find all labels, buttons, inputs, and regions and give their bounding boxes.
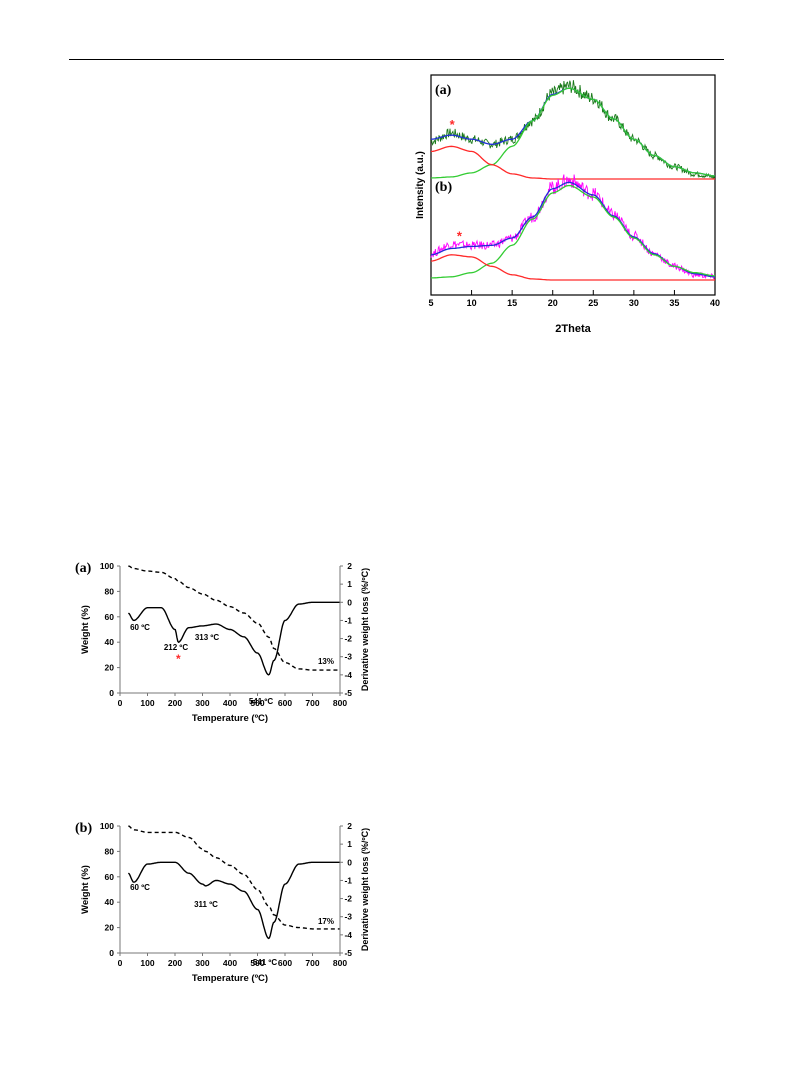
- xrd-x-tick-label: 15: [507, 298, 517, 308]
- tga-a-annotation: 313 ºC: [195, 633, 219, 642]
- xrd-panel-b-label: (b): [435, 180, 452, 195]
- xrd-peak-marker-b: *: [457, 229, 463, 244]
- tga-x-tick-label: 300: [195, 698, 209, 708]
- tga-b-annotation: 17%: [318, 917, 334, 926]
- tga-x-tick-label: 400: [223, 698, 237, 708]
- xrd-a-low-peak-line: [430, 145, 715, 180]
- tga-a-annotation: 541 ºC: [249, 697, 273, 706]
- tga-left-tick-label: 80: [105, 846, 115, 856]
- tga-x-tick-label: 500: [250, 698, 264, 708]
- tga-x-tick-label: 500: [250, 958, 264, 968]
- xrd-figure: (a) (b) * * Intensity (a.u.) 5 10 15 20 25 30…: [412, 70, 728, 336]
- xrd-b-high-peak-line: [431, 184, 716, 279]
- xrd-b-low-peak-line: [430, 254, 715, 281]
- tga-left-axis-label: Weight (%): [80, 605, 91, 654]
- tga-right-tick-label: -4: [344, 930, 352, 940]
- tga-right-axis-label: Derivative weight loss (%/ºC): [360, 828, 370, 951]
- xrd-x-tick-label: 25: [588, 298, 598, 308]
- tga-right-tick-label: -1: [344, 875, 352, 885]
- tga-x-tick-label: 600: [278, 958, 292, 968]
- tga-left-tick-label: 60: [105, 612, 115, 622]
- xrd-x-tick-label: 20: [548, 298, 558, 308]
- tga-x-axis-label: Temperature (ºC): [192, 713, 268, 724]
- tga-panel-a-label: (a): [75, 561, 92, 576]
- tga-left-tick-label: 40: [105, 897, 115, 907]
- tga-x-tick-label: 200: [168, 698, 182, 708]
- tga-b-axes: [119, 826, 341, 954]
- tga-right-tick-label: -1: [344, 615, 352, 625]
- tga-left-tick-label: 60: [105, 872, 115, 882]
- xrd-x-tick-label: 5: [428, 298, 433, 308]
- tga-a-peak-marker: *: [176, 652, 181, 666]
- tga-right-tick-label: -2: [344, 894, 352, 904]
- tga-x-tick-label: 600: [278, 698, 292, 708]
- tga-right-tick-label: 2: [347, 561, 352, 571]
- tga-figure-a: (a) 0 20 40 60 80 100 -5 -4 -3 -2 -1 0 1 2 0 100 200 300 40…: [72, 556, 392, 811]
- tga-panel-b-label: (b): [75, 821, 92, 836]
- tga-x-tick-label: 100: [140, 958, 154, 968]
- xrd-a-high-peak-line: [430, 87, 716, 179]
- tga-x-tick-label: 100: [140, 698, 154, 708]
- xrd-a-data-line: [430, 80, 715, 180]
- tga-left-tick-label: 20: [105, 923, 115, 933]
- xrd-a-fit-line: [430, 87, 716, 177]
- tga-left-tick-label: 20: [105, 663, 115, 673]
- tga-x-tick-label: 800: [333, 958, 347, 968]
- xrd-y-axis-label: Intensity (a.u.): [415, 151, 426, 219]
- xrd-x-tick-label: 30: [629, 298, 639, 308]
- tga-left-axis-label: Weight (%): [80, 865, 91, 914]
- tga-left-tick-label: 0: [109, 948, 114, 958]
- xrd-x-tick-label: 40: [710, 298, 720, 308]
- tga-right-tick-label: -3: [344, 652, 352, 662]
- tga-right-tick-label: -5: [344, 948, 352, 958]
- tga-right-tick-label: -5: [344, 688, 352, 698]
- xrd-chart: (a) (b) * * Intensity (a.u.) 5 10 15 20 25 30…: [415, 74, 720, 335]
- tga-right-tick-label: 2: [347, 821, 352, 831]
- xrd-x-tick-label: 35: [669, 298, 679, 308]
- tga-right-axis-label: Derivative weight loss (%/ºC): [360, 568, 370, 691]
- xrd-peak-marker-a: *: [450, 117, 456, 132]
- tga-right-tick-label: 0: [347, 857, 352, 867]
- tga-x-tick-label: 800: [333, 698, 347, 708]
- xrd-x-axis-label: 2Theta: [555, 323, 591, 335]
- xrd-panel-a-label: (a): [435, 83, 452, 98]
- tga-x-tick-label: 400: [223, 958, 237, 968]
- tga-a-annotation: 212 ºC: [164, 643, 188, 652]
- tga-x-axis-label: Temperature (ºC): [192, 973, 268, 984]
- tga-x-tick-label: 300: [195, 958, 209, 968]
- tga-figure-b: (b) 0 20 40 60 80 100 -5 -4 -3 -2 -1 0 1 2 0 100 200 300 40…: [72, 816, 392, 1071]
- tga-x-tick-label: 200: [168, 958, 182, 968]
- tga-x-tick-label: 700: [305, 698, 319, 708]
- tga-b-annotation: 541 ºC: [253, 958, 277, 967]
- xrd-b-data-line: [430, 174, 715, 280]
- tga-right-tick-label: 1: [347, 579, 352, 589]
- tga-a-annotation: 60 ºC: [130, 623, 150, 632]
- tga-a-annotation: 13%: [318, 657, 334, 666]
- tga-x-tick-label: 700: [305, 958, 319, 968]
- xrd-plot-frame: [430, 74, 716, 296]
- tga-b-annotation: 60 ºC: [130, 883, 150, 892]
- tga-right-tick-label: -2: [344, 634, 352, 644]
- tga-x-tick-label: 0: [118, 958, 123, 968]
- tga-left-tick-label: 100: [100, 561, 114, 571]
- tga-left-tick-label: 100: [100, 821, 114, 831]
- tga-a-weight-line: [128, 565, 340, 671]
- tga-a-derivative-line: [127, 601, 340, 676]
- tga-right-tick-label: -4: [344, 670, 352, 680]
- xrd-b-fit-line: [430, 181, 715, 278]
- tga-b-weight-line: [128, 825, 340, 930]
- tga-left-tick-label: 40: [105, 637, 115, 647]
- tga-right-tick-label: 1: [347, 839, 352, 849]
- tga-x-tick-label: 0: [118, 698, 123, 708]
- header-rule: [69, 59, 724, 60]
- tga-b-annotation: 311 ºC: [194, 900, 218, 909]
- xrd-x-tick-label: 10: [467, 298, 477, 308]
- tga-left-tick-label: 0: [109, 688, 114, 698]
- tga-left-tick-label: 80: [105, 586, 115, 596]
- tga-right-tick-label: -3: [344, 912, 352, 922]
- tga-b-derivative-line: [127, 861, 340, 940]
- tga-right-tick-label: 0: [347, 597, 352, 607]
